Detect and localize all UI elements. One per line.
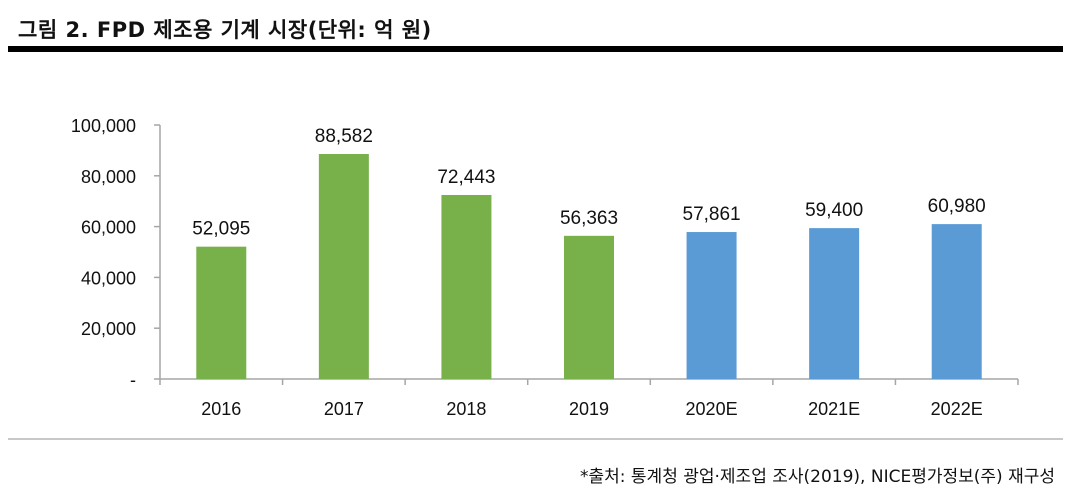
y-tick-label: 100,000: [71, 116, 136, 136]
y-tick-label: 60,000: [81, 218, 136, 238]
y-tick-label: 40,000: [81, 268, 136, 288]
bar: [931, 224, 982, 379]
chart-svg: - 20,000 40,000 60,000 80,000 100,000 52,095 20…: [71, 116, 1019, 419]
data-label: 59,400: [805, 200, 863, 221]
data-label: 88,582: [315, 126, 373, 147]
bar: [686, 232, 737, 379]
data-label: 56,363: [560, 208, 618, 229]
bar: [441, 194, 492, 379]
title-rule: [8, 46, 1063, 52]
data-label: 57,861: [683, 204, 741, 225]
data-label: 52,095: [192, 219, 250, 240]
x-tick-label: 2019: [569, 399, 609, 419]
x-tick-label: 2017: [324, 399, 364, 419]
data-label: 72,443: [437, 167, 495, 188]
y-tick-label: 20,000: [81, 319, 136, 339]
bottom-rule: [8, 438, 1063, 440]
bar: [196, 246, 247, 379]
source-note: *출처: 통계청 광업·제조업 조사(2019), NICE평가정보(주) 재구…: [580, 467, 1055, 487]
data-label: 60,980: [928, 196, 986, 217]
x-tick-label: 2016: [201, 399, 241, 419]
x-tick-label: 2021E: [808, 399, 860, 419]
x-tick-label: 2020E: [686, 399, 738, 419]
bar: [809, 228, 860, 379]
x-tick-label: 2018: [446, 399, 486, 419]
bar: [564, 235, 614, 379]
bar-chart: - 20,000 40,000 60,000 80,000 100,000 52,095 20…: [8, 52, 1063, 442]
x-tick-label: 2022E: [931, 399, 983, 419]
figure-title: 그림 2. FPD 제조용 기계 시장(단위: 억 원): [18, 18, 432, 42]
y-tick-label: 80,000: [81, 167, 136, 187]
bar: [318, 154, 369, 379]
y-tick-label: -: [130, 370, 136, 390]
